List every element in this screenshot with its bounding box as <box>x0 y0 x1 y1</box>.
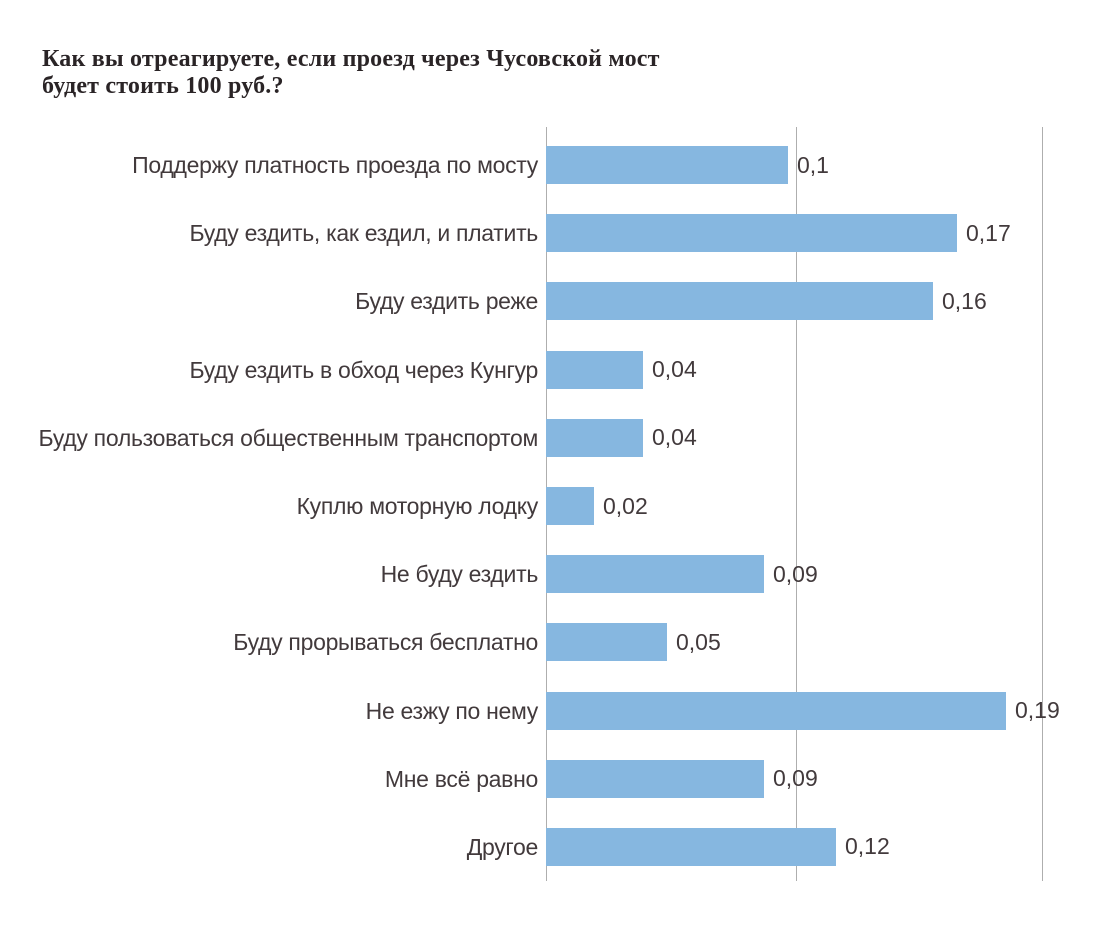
value-label: 0,02 <box>603 492 648 519</box>
category-label: Буду прорываться бесплатно <box>233 629 538 656</box>
category-label: Буду ездить реже <box>355 288 538 315</box>
value-label: 0,19 <box>1015 697 1060 724</box>
bar <box>546 827 836 866</box>
value-label: 0,09 <box>773 765 818 792</box>
bar-row: Буду прорываться бесплатно 0,05 <box>0 608 1100 676</box>
category-label: Буду ездить в обход через Кунгур <box>189 356 539 383</box>
bar-area: 0,12 <box>546 813 1100 881</box>
bar-area: 0,05 <box>546 608 1100 676</box>
bar <box>546 487 594 526</box>
chart-title-line1: Как вы отреагируете, если проезд через Ч… <box>42 46 660 72</box>
value-label: 0,09 <box>773 560 818 587</box>
bar-area: 0,19 <box>546 677 1100 745</box>
value-label: 0,16 <box>942 287 987 314</box>
category-label: Другое <box>466 833 539 860</box>
bar-area: 0,02 <box>546 472 1100 540</box>
bar-row: Другое 0,12 <box>0 813 1100 881</box>
value-label: 0,04 <box>652 356 697 383</box>
chart-title: Как вы отреагируете, если проезд через Ч… <box>42 46 660 100</box>
bar-area: 0,09 <box>546 540 1100 608</box>
value-label: 0,04 <box>652 424 697 451</box>
value-label: 0,17 <box>966 219 1011 246</box>
bar-chart: Поддержу платность проезда по мосту 0,1 … <box>0 127 1100 881</box>
gridline-0-2 <box>1042 127 1043 881</box>
bar-row: Буду ездить в обход через Кунгур 0,04 <box>0 336 1100 404</box>
bar <box>546 759 764 798</box>
bar <box>546 214 957 253</box>
category-label: Поддержу платность проезда по мосту <box>132 152 538 179</box>
chart-title-line2: будет стоить 100 руб.? <box>42 73 284 99</box>
bar-row: Поддержу платность проезда по мосту 0,1 <box>0 131 1100 199</box>
category-label: Куплю моторную лодку <box>296 492 539 519</box>
bar-row: Буду ездить реже 0,16 <box>0 267 1100 335</box>
value-label: 0,05 <box>676 628 721 655</box>
bar-row: Не буду ездить 0,09 <box>0 540 1100 608</box>
bar-area: 0,09 <box>546 745 1100 813</box>
bar-row: Не езжу по нему 0,19 <box>0 677 1100 745</box>
bar-row: Куплю моторную лодку 0,02 <box>0 472 1100 540</box>
bar-area: 0,16 <box>546 267 1100 335</box>
bar-row: Буду пользоваться общественным транспорт… <box>0 404 1100 472</box>
category-label: Буду пользоваться общественным транспорт… <box>38 424 539 451</box>
bar <box>546 350 643 389</box>
category-label: Буду ездить, как ездил, и платить <box>189 220 538 247</box>
bar-area: 0,17 <box>546 199 1100 267</box>
bar-area: 0,04 <box>546 336 1100 404</box>
category-label: Не буду ездить <box>380 561 539 588</box>
value-label: 0,1 <box>797 151 829 178</box>
bar <box>546 623 667 662</box>
bar <box>546 555 764 594</box>
bar <box>546 282 933 321</box>
bar <box>546 418 643 457</box>
bar <box>546 146 788 185</box>
gridline-0-1 <box>796 127 797 881</box>
bar-area: 0,04 <box>546 404 1100 472</box>
value-label: 0,12 <box>845 833 890 860</box>
bar <box>546 691 1006 730</box>
bar-row: Буду ездить, как ездил, и платить 0,17 <box>0 199 1100 267</box>
bar-row: Мне всё равно 0,09 <box>0 745 1100 813</box>
category-label: Мне всё равно <box>384 765 538 792</box>
bar-area: 0,1 <box>546 131 1100 199</box>
category-label: Не езжу по нему <box>365 697 539 724</box>
bar-rows: Поддержу платность проезда по мосту 0,1 … <box>0 131 1100 881</box>
